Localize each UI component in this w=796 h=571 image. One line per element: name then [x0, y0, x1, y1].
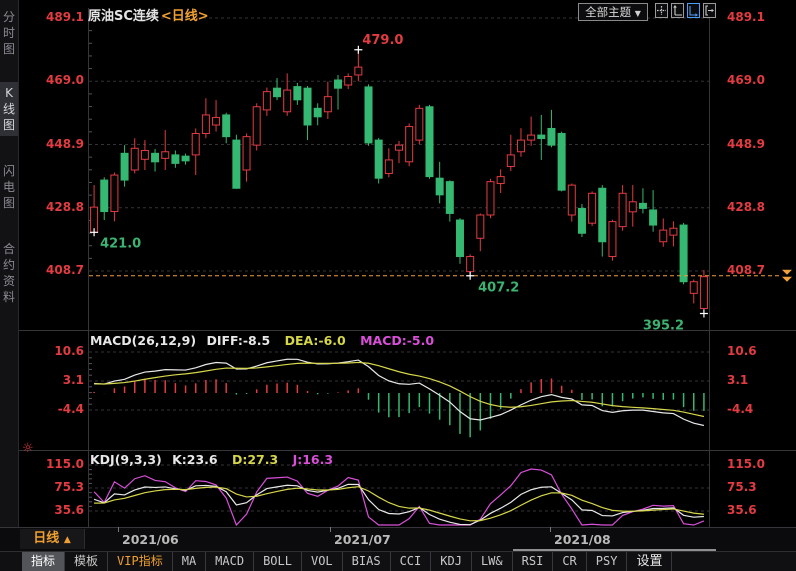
macd-layer — [93, 358, 705, 438]
toolbar-item-rsi[interactable]: RSI — [513, 552, 554, 571]
toolbar-item-boll[interactable]: BOLL — [254, 552, 302, 571]
toolbar-item-cci[interactable]: CCI — [391, 552, 432, 571]
kdj-axis-label-l-0: 115.0 — [46, 457, 84, 471]
date-axis-row — [0, 527, 796, 551]
crosshair-icon[interactable] — [655, 3, 668, 18]
kdj-layer — [93, 468, 705, 527]
price-axis-label-l-4: 408.7 — [46, 263, 84, 278]
axis-pan-icon[interactable] — [687, 3, 700, 18]
chevron-down-icon: ▼ — [634, 9, 641, 18]
date-label-2: 2021/08 — [554, 532, 611, 547]
toolbar-item-vol[interactable]: VOL — [302, 552, 343, 571]
price-axis-label-r-1: 469.0 — [727, 73, 765, 88]
price-axis-label-r-2: 448.9 — [727, 136, 765, 151]
kdj-axis-label-l-1: 75.3 — [54, 480, 84, 494]
macd-title: MACD(26,12,9) — [90, 333, 197, 348]
toolbar-item-bias[interactable]: BIAS — [343, 552, 391, 571]
toolbar-item-tab-indicator[interactable]: 指标 — [22, 552, 66, 571]
instrument-title: 原油SC连续 <日线> — [88, 5, 209, 24]
price-axis-label-r-3: 428.8 — [727, 199, 765, 214]
extreme-cross-marker — [699, 309, 708, 318]
extreme-cross-marker — [354, 45, 363, 54]
grid-layer — [88, 17, 709, 512]
kdj-axis-label-r-0: 115.0 — [727, 457, 765, 471]
sidebar-item-contract-info[interactable]: 合约资料 — [2, 242, 15, 304]
candlestick-layer — [90, 49, 708, 314]
price-annotation: 395.2 — [643, 319, 684, 334]
price-axis-label-l-0: 489.1 — [46, 10, 84, 24]
price-axis-label-r-4: 408.7 — [727, 263, 765, 278]
toolbar-item-psy[interactable]: PSY — [587, 552, 628, 571]
macd-header: MACD(26,12,9) DIFF:-8.5 DEA:-6.0 MACD:-5… — [90, 333, 434, 348]
kdj-j-value: J:16.3 — [292, 452, 334, 467]
price-axis-label-r-0: 489.1 — [727, 10, 765, 24]
symbol-name: 原油SC连续 — [88, 9, 159, 24]
sidebar-item-lightning[interactable]: 闪电图 — [2, 164, 15, 210]
date-label-1: 2021/07 — [334, 532, 391, 547]
period-selector-button[interactable]: 日线 ▲ — [20, 529, 85, 549]
toolbar-item-lwr[interactable]: LW& — [472, 552, 513, 571]
extreme-cross-marker — [90, 228, 99, 237]
date-tick — [118, 527, 119, 532]
horizontal-scrollbar-thumb[interactable] — [513, 549, 716, 551]
date-tick — [550, 527, 551, 532]
period-tag: <日线> — [160, 9, 209, 24]
kdj-header: KDJ(9,3,3) K:23.6 D:27.3 J:16.3 — [90, 452, 333, 467]
kdj-axis-label-l-2: 35.6 — [54, 503, 84, 517]
toolbar-item-vip-indicators[interactable]: VIP指标 — [108, 552, 173, 571]
price-axis-label-l-2: 448.9 — [46, 136, 84, 151]
price-annotation: 407.2 — [478, 281, 519, 296]
macd-axis-label-l-1: 3.1 — [62, 373, 84, 387]
macd-axis-label-r-0: 10.6 — [727, 344, 757, 358]
toolbar-item-ma[interactable]: MA — [173, 552, 207, 571]
kdj-k-value: K:23.6 — [172, 452, 218, 467]
macd-axis-label-l-2: -4.4 — [57, 402, 84, 416]
toolbar-item-kdj[interactable]: KDJ — [431, 552, 472, 571]
kdj-title: KDJ(9,3,3) — [90, 452, 162, 467]
macd-axis-label-r-2: -4.4 — [727, 402, 754, 416]
indicator-settings-icon[interactable]: ☼ — [22, 441, 34, 456]
panel-borders — [18, 8, 796, 527]
price-marker-icon — [782, 269, 792, 282]
macd-axis-label-l-0: 10.6 — [54, 344, 84, 358]
toolbar-item-macd[interactable]: MACD — [206, 552, 255, 571]
toolbar-item-tab-template[interactable]: 模板 — [65, 552, 109, 571]
date-label-0: 2021/06 — [122, 532, 179, 547]
kdj-axis-label-r-2: 35.6 — [727, 503, 757, 517]
indicator-toolbar: 指标 模板 VIP指标 MA MACD BOLL VOL BIAS CCI KDJ LW& RSI CR… — [0, 551, 796, 571]
toolbar-item-cr[interactable]: CR — [553, 552, 587, 571]
sidebar-item-timeshare[interactable]: 分时图 — [2, 10, 15, 56]
macd-diff-value: DIFF:-8.5 — [206, 333, 271, 348]
annotation-layer: 421.0 479.0 407.2 395.2 — [90, 33, 708, 334]
sidebar-item-kline[interactable]: K线图 — [0, 82, 18, 136]
chart-type-sidebar: 分时图 K线图闪电图合约资料 — [0, 0, 19, 571]
axis-zoom-icon[interactable] — [671, 3, 684, 18]
macd-macd-value: MACD:-5.0 — [360, 333, 435, 348]
price-annotation: 421.0 — [100, 236, 141, 251]
price-annotation: 479.0 — [362, 33, 403, 48]
price-axis-label-l-1: 469.0 — [46, 73, 84, 88]
extreme-cross-marker — [466, 271, 475, 280]
macd-dea-value: DEA:-6.0 — [284, 333, 346, 348]
triangle-up-icon: ▲ — [63, 535, 71, 545]
price-axis-label-l-3: 428.8 — [46, 199, 84, 214]
kdj-axis-label-r-1: 75.3 — [727, 480, 757, 494]
shift-right-icon[interactable] — [703, 3, 716, 18]
date-tick — [330, 527, 331, 532]
theme-dropdown[interactable]: 全部主题 ▼ — [578, 3, 648, 21]
toolbar-item-settings[interactable]: 设置 — [627, 552, 673, 571]
macd-axis-label-r-1: 3.1 — [727, 373, 749, 387]
kdj-d-value: D:27.3 — [231, 452, 279, 467]
